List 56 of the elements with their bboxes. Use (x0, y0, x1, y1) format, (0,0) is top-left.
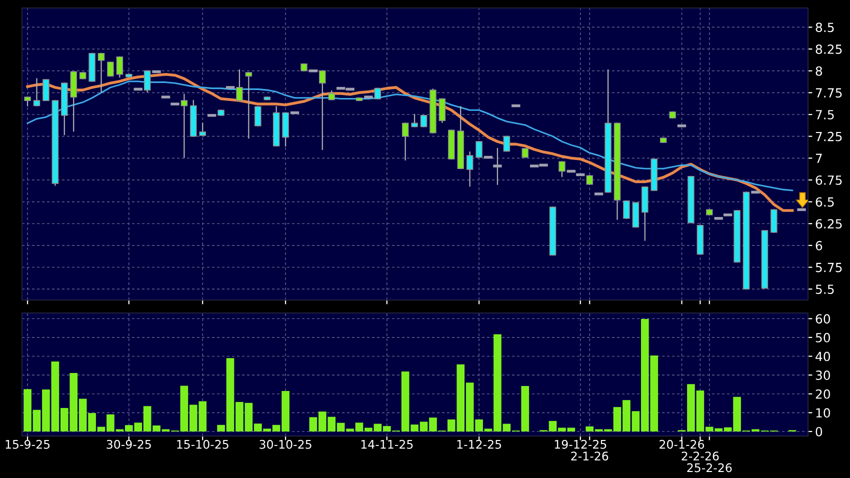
y-tick-label: 60 (816, 314, 830, 324)
x-tick-label: 2-2-26 (682, 452, 719, 461)
x-tick-label: 19-12-25 (554, 440, 606, 449)
y-tick-label: 20 (816, 389, 830, 399)
y-tick-label: 0 (816, 426, 822, 436)
y-tick-label: 10 (816, 408, 830, 418)
candlestick (245, 72, 252, 139)
y-tick-label: 30 (816, 370, 830, 380)
y-tick-label: 8 (816, 66, 822, 76)
candlestick (180, 94, 188, 158)
y-tick-label: 6 (816, 240, 822, 250)
y-tick-label: 50 (816, 332, 830, 342)
candlestick (770, 209, 778, 233)
x-tick-label: 30-10-25 (260, 440, 312, 449)
y-tick-label: 5.75 (816, 262, 842, 272)
candlestick (438, 98, 446, 123)
x-tick-label: 15-10-25 (177, 440, 228, 449)
y-tick-label: 5.5 (816, 284, 834, 294)
candlestick (107, 62, 114, 77)
y-tick-label: 7 (816, 154, 822, 163)
y-tick-label: 7.5 (816, 110, 834, 120)
candlestick (466, 151, 474, 187)
candlestick (116, 56, 124, 78)
y-tick-label: 6.25 (816, 219, 842, 229)
candlestick (199, 122, 206, 136)
y-tick-label: 7.75 (816, 88, 842, 98)
x-tick-label: 30-9-25 (106, 440, 151, 449)
y-tick-label: 6.75 (816, 175, 842, 185)
y-tick-label: 8.5 (816, 22, 834, 32)
x-tick-label: 1-12-25 (457, 440, 502, 449)
candlestick (42, 79, 50, 102)
y-tick-label: 7.25 (816, 132, 842, 142)
candlestick (558, 161, 566, 178)
candlestick (411, 114, 418, 128)
x-tick-label: 14-11-25 (361, 440, 413, 449)
candlestick (319, 70, 326, 150)
line-series (26, 80, 794, 192)
candlestick (236, 69, 243, 102)
candlestick (503, 136, 510, 152)
candlestick (623, 200, 630, 219)
candlestick (254, 106, 262, 126)
candlestick (402, 122, 409, 160)
y-tick-label: 8.25 (816, 44, 842, 54)
candlestick (33, 78, 40, 106)
y-tick-label: 40 (816, 352, 830, 362)
candlestick (98, 52, 105, 92)
candlestick (144, 70, 151, 92)
x-tick-label: 15-9-25 (6, 440, 50, 449)
candlestick (374, 88, 382, 100)
y-tick-label: 6.5 (816, 197, 834, 207)
x-tick-label: 2-1-26 (571, 452, 608, 461)
candlestick (476, 141, 482, 158)
x-tick-label: 25-2-26 (687, 463, 732, 472)
x-tick-label: 20-1-26 (660, 440, 704, 449)
candlestick (493, 148, 502, 185)
candlestick (420, 114, 428, 128)
